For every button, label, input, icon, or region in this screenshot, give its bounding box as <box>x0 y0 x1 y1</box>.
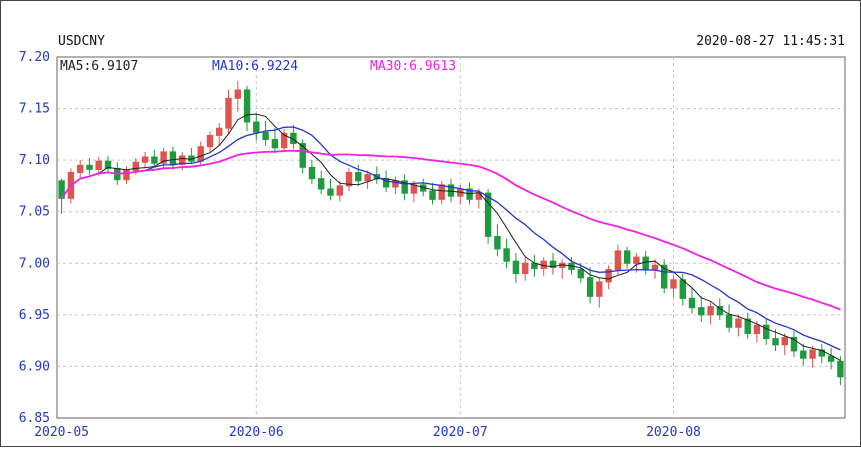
candle-body <box>670 279 677 289</box>
candle-body <box>160 151 167 164</box>
candle-body <box>494 236 501 250</box>
candle-body <box>716 306 724 316</box>
y-tick-label: 7.00 <box>19 256 50 271</box>
candle-body <box>447 184 455 197</box>
candle-body <box>364 174 371 182</box>
x-tick-label: 2020-06 <box>229 425 284 440</box>
candle-body <box>503 248 510 262</box>
x-tick-label: 2020-07 <box>433 425 488 440</box>
symbol-title: USDCNY <box>58 34 105 49</box>
candle-body <box>253 121 260 133</box>
ma30-legend-label: MA30:6.9613 <box>370 59 457 74</box>
candle-body <box>512 260 520 275</box>
candle-body <box>698 307 705 316</box>
candle-body <box>179 155 186 165</box>
y-tick-label: 6.95 <box>19 308 50 323</box>
candle-body <box>642 256 649 271</box>
candle-body <box>225 97 232 129</box>
candle-body <box>438 184 445 200</box>
candle-body <box>243 89 251 123</box>
candle-body <box>772 338 779 346</box>
candle-body <box>605 269 612 283</box>
x-tick-label: 2020-05 <box>34 425 89 440</box>
candle-body <box>95 160 102 170</box>
candle-body <box>86 164 93 170</box>
candle-body <box>596 281 603 297</box>
quote-timestamp: 2020-08-27 11:45:31 <box>696 34 845 49</box>
candle-body <box>77 164 84 174</box>
candle-body <box>624 250 631 264</box>
candle-body <box>549 260 557 268</box>
candle-body <box>522 262 529 275</box>
y-tick-label: 6.90 <box>19 359 50 374</box>
candle-body <box>484 192 492 237</box>
candle-body <box>169 151 177 165</box>
candle-body <box>410 184 418 194</box>
candle-body <box>688 297 696 309</box>
candle-body <box>586 277 594 297</box>
candle-body <box>614 250 622 270</box>
candle-body <box>837 360 844 378</box>
ma5-legend-label: MA5:6.9107 <box>60 59 139 74</box>
candle-body <box>827 355 835 362</box>
candle-body <box>763 324 770 340</box>
x-grid-and-labels: 2020-05 2020-06 2020-07 2020-08 <box>34 57 701 440</box>
candle-body <box>809 349 816 359</box>
candle-body <box>280 132 288 149</box>
candle-body <box>141 156 149 163</box>
ma30-line <box>60 149 841 311</box>
y-tick-label: 6.85 <box>19 411 50 426</box>
candle-body <box>234 89 242 99</box>
candle-body <box>753 324 761 335</box>
ma10-line <box>61 126 841 351</box>
candle-body <box>735 318 742 328</box>
candle-body <box>577 269 584 279</box>
candle-body <box>661 264 668 289</box>
candle-body <box>299 143 306 168</box>
y-tick-label: 7.05 <box>19 205 50 220</box>
candle-body <box>679 279 686 299</box>
candles <box>58 80 844 385</box>
plot-border <box>56 56 846 419</box>
candle-body <box>707 306 714 316</box>
ma5-line <box>61 113 841 361</box>
candle-body <box>744 318 751 334</box>
candle-body <box>790 337 798 352</box>
y-tick-label: 7.10 <box>19 153 50 168</box>
candle-body <box>429 190 436 200</box>
candle-body <box>327 188 334 196</box>
ma10-legend-label: MA10:6.9224 <box>212 59 299 74</box>
y-tick-label: 7.20 <box>19 50 50 65</box>
candle-body <box>781 337 788 346</box>
x-tick-label: 2020-08 <box>646 425 701 440</box>
candle-body <box>651 264 659 270</box>
candle-body <box>132 161 140 171</box>
y-grid-and-labels: 7.20 7.15 7.10 7.05 7.00 6.95 6.90 6.85 <box>19 50 845 426</box>
candle-body <box>216 127 223 136</box>
candle-body <box>633 256 640 264</box>
candle-body <box>401 180 408 194</box>
candle-body <box>151 156 158 164</box>
candle-body <box>800 350 807 359</box>
candle-body <box>308 166 316 180</box>
y-tick-label: 7.15 <box>19 102 50 117</box>
candle-body <box>206 134 214 148</box>
candle-body <box>818 349 825 357</box>
candle-body <box>123 170 130 181</box>
candle-body <box>336 185 344 196</box>
candle-body <box>104 160 112 169</box>
candle-body <box>725 314 733 328</box>
candle-body <box>197 146 204 162</box>
candle-body <box>271 139 279 149</box>
candle-body <box>318 178 325 190</box>
candle-body <box>345 172 353 187</box>
candle-body <box>262 131 269 141</box>
candle-body <box>355 172 362 182</box>
